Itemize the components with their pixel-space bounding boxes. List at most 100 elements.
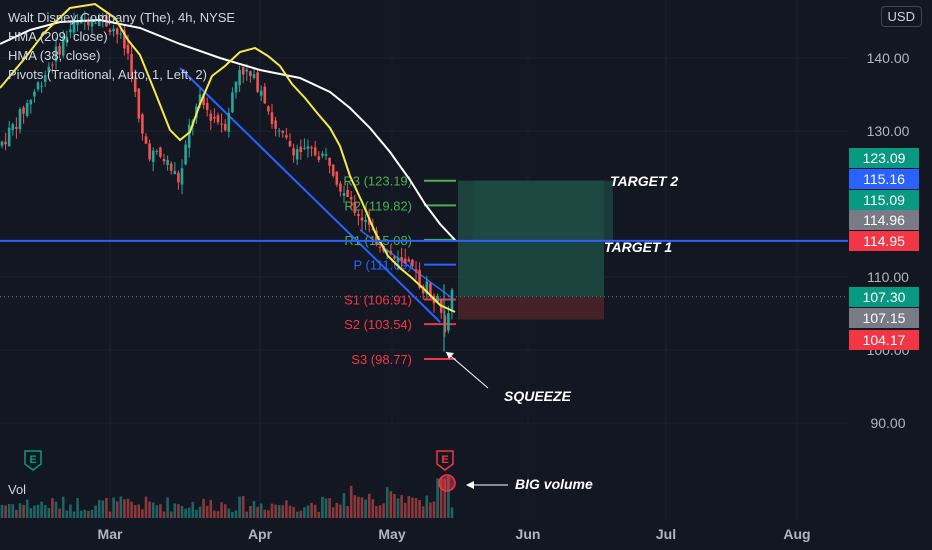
volume-bar	[119, 496, 123, 518]
candle-body	[119, 33, 123, 35]
time-tick-label: Jul	[656, 526, 676, 542]
volume-bar	[342, 493, 346, 518]
volume-bar	[274, 504, 277, 518]
candle-body	[450, 289, 454, 312]
candle-body	[69, 29, 72, 33]
time-axis[interactable]: Mar Apr May Jun Jul Aug	[98, 526, 811, 542]
volume-bar	[65, 510, 69, 518]
target-1-label: TARGET 1	[604, 239, 672, 255]
candle-body	[403, 258, 407, 264]
candle-body	[313, 147, 317, 156]
volume-bar	[22, 504, 25, 518]
volume-bar	[144, 496, 148, 518]
volume-bar	[400, 495, 403, 518]
volume-bar	[177, 504, 180, 518]
volume-bar	[79, 510, 83, 518]
earnings-marker-past	[24, 450, 42, 471]
volume-bar	[43, 504, 47, 518]
volume-bar	[450, 507, 454, 518]
candle-body	[169, 163, 173, 171]
volume-bar	[72, 511, 76, 518]
candle-body	[425, 281, 429, 294]
candle-body	[18, 109, 22, 130]
candle-body	[342, 193, 346, 196]
candle-body	[115, 28, 119, 35]
volume-bar	[389, 491, 393, 518]
legend-hma-209[interactable]: HMA (209, close)	[8, 29, 108, 44]
volume-bar	[403, 502, 407, 518]
hma-38-line	[0, 2, 456, 313]
candle-body	[90, 20, 94, 27]
time-tick-label: Mar	[98, 526, 123, 542]
candle-body	[256, 72, 259, 92]
candle-body	[137, 88, 141, 119]
candle-body	[29, 99, 33, 105]
volume-bar	[87, 510, 90, 518]
position-zones	[0, 180, 848, 320]
volume-bar	[407, 496, 411, 518]
volume-bar	[285, 500, 288, 518]
volume-bar	[310, 502, 313, 518]
candle-body	[130, 53, 133, 77]
volume-bar	[148, 501, 151, 518]
candle-body	[234, 81, 238, 93]
candle-body	[317, 156, 321, 160]
earnings-marker-past-letter: E	[29, 454, 36, 466]
price-tick-label: 110.00	[867, 269, 909, 285]
candle-body	[126, 44, 130, 54]
candle-body	[162, 159, 166, 162]
legend-hma-38[interactable]: HMA (38, close)	[8, 48, 101, 63]
currency-button[interactable]: USD	[880, 6, 922, 27]
volume-bar	[324, 498, 328, 518]
volume-bar	[126, 498, 130, 518]
chart-legend[interactable]: Walt Disney Company (The), 4h, NYSE HMA …	[8, 8, 235, 84]
legend-pivots[interactable]: Pivots (Traditional, Auto, 1, Left, 2)	[8, 67, 207, 82]
volume-bar	[94, 505, 97, 518]
hma-209-line	[0, 18, 456, 241]
volume-bar	[83, 509, 87, 518]
volume-bar	[447, 476, 450, 518]
candle-body	[353, 201, 357, 213]
volume-bar	[33, 505, 36, 518]
volume-bar	[292, 506, 295, 518]
price-tag-label: 107.15	[863, 310, 906, 326]
pivot-label: S2 (103.54)	[344, 317, 412, 332]
volume-bar	[339, 504, 342, 518]
volume-bar	[40, 501, 43, 518]
volume-bar	[133, 504, 137, 518]
volume-bar	[263, 509, 267, 518]
volume-bar	[69, 504, 72, 518]
candle-body	[328, 157, 331, 166]
time-tick-label: May	[378, 526, 405, 542]
volume-bar	[137, 504, 141, 518]
candle-body	[241, 66, 245, 75]
candle-body	[177, 172, 180, 183]
price-tick-label: 90.00	[870, 415, 905, 431]
candle-body	[321, 153, 324, 156]
volume-bar	[101, 500, 105, 518]
candle-body	[418, 269, 421, 288]
price-tag-box	[849, 231, 919, 251]
volume-bar	[418, 500, 421, 518]
price-tag-box	[849, 148, 919, 168]
volume-bar	[216, 511, 220, 518]
volume-bar	[277, 505, 281, 518]
time-tick-label: Aug	[783, 526, 810, 542]
time-tick-label: Apr	[248, 526, 273, 542]
volume-bar	[0, 504, 4, 518]
volume-bar	[51, 498, 54, 518]
candle-body	[141, 114, 144, 134]
volume-bar	[270, 503, 274, 518]
target-2-label: TARGET 2	[610, 173, 678, 189]
candle-body	[166, 160, 169, 166]
candle-body	[400, 257, 403, 261]
candle-body	[173, 170, 177, 175]
volume-bar	[360, 497, 364, 518]
candle-body	[252, 74, 256, 78]
volume-bar	[432, 501, 436, 518]
volume-bar	[105, 497, 108, 518]
big-volume-circle	[438, 474, 456, 492]
